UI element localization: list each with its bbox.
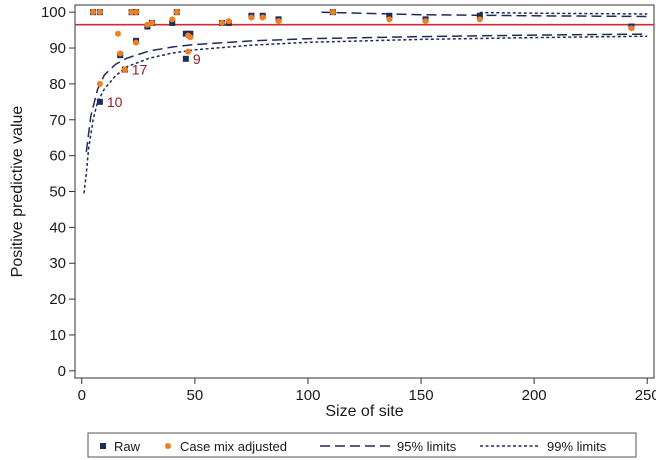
legend-swatch-case-mix-adjusted — [165, 443, 171, 449]
y-tick-label: 60 — [49, 148, 66, 165]
point-case-mix-adjusted — [169, 16, 176, 23]
point-case-mix-adjusted — [386, 16, 393, 23]
legend-frame — [87, 432, 637, 458]
point-raw — [182, 55, 189, 62]
y-tick-label: 20 — [49, 291, 66, 308]
legend-label-95-limits: 95% limits — [397, 439, 457, 454]
x-tick-label: 200 — [522, 387, 547, 404]
legend-label-case-mix-adjusted: Case mix adjusted — [180, 439, 287, 454]
point-case-mix-adjusted — [422, 18, 429, 25]
limit-line-99-limits-upper — [479, 11, 648, 15]
limit-line-95-limits-lower — [85, 33, 648, 153]
point-case-mix-adjusted — [476, 16, 483, 23]
point-case-mix-adjusted — [225, 18, 232, 25]
y-tick-label: 10 — [49, 327, 66, 344]
point-case-mix-adjusted — [90, 9, 97, 16]
x-tick-label: 250 — [635, 387, 656, 404]
point-case-mix-adjusted — [628, 25, 635, 32]
y-tick-label: 90 — [49, 40, 66, 57]
point-case-mix-adjusted — [117, 50, 124, 57]
y-tick-label: 0 — [58, 363, 66, 380]
point-case-mix-adjusted — [121, 66, 128, 73]
point-case-mix-adjusted — [133, 39, 140, 46]
x-tick-label: 0 — [78, 387, 86, 404]
limit-line-99-limits-lower — [83, 35, 648, 194]
point-case-mix-adjusted — [219, 19, 226, 26]
point-case-mix-adjusted — [148, 19, 155, 26]
point-raw — [476, 12, 483, 19]
legend: Raw Case mix adjusted 95% limits 99% lim… — [87, 432, 637, 458]
point-annotation: 9 — [193, 51, 201, 67]
point-case-mix-adjusted — [329, 9, 336, 16]
point-annotation: 17 — [132, 62, 148, 78]
point-case-mix-adjusted — [144, 21, 151, 28]
x-axis-title: Size of site — [325, 403, 403, 420]
point-case-mix-adjusted — [185, 48, 192, 55]
point-raw — [96, 98, 103, 105]
point-case-mix-adjusted — [128, 9, 135, 16]
point-case-mix-adjusted — [275, 18, 282, 25]
y-tick-label: 100 — [41, 4, 66, 21]
point-case-mix-adjusted — [259, 14, 266, 21]
point-case-mix-adjusted — [173, 9, 180, 16]
point-case-mix-adjusted — [187, 34, 194, 41]
legend-swatch-raw — [100, 443, 106, 449]
y-tick-label: 30 — [49, 255, 66, 272]
y-tick-label: 70 — [49, 112, 66, 129]
y-tick-label: 80 — [49, 76, 66, 93]
point-raw — [386, 12, 393, 19]
y-axis-title: Positive predictive value — [9, 106, 26, 278]
point-raw — [169, 19, 176, 26]
legend-label-raw: Raw — [114, 439, 141, 454]
point-case-mix-adjusted — [96, 80, 103, 87]
point-case-mix-adjusted — [248, 14, 255, 21]
plot-area: 0 10 20 30 40 50 60 70 80 90 100 0 50 100 150 200 250 10 1… — [41, 4, 656, 404]
point-case-mix-adjusted — [114, 30, 121, 37]
x-tick-label: 150 — [409, 387, 434, 404]
x-tick-label: 100 — [295, 387, 320, 404]
point-case-mix-adjusted — [96, 9, 103, 16]
point-annotation: 10 — [107, 94, 123, 110]
y-tick-label: 40 — [49, 219, 66, 236]
point-case-mix-adjusted — [133, 9, 140, 16]
legend-label-99-limits: 99% limits — [547, 439, 607, 454]
x-tick-label: 50 — [187, 387, 204, 404]
y-tick-label: 50 — [49, 184, 66, 201]
